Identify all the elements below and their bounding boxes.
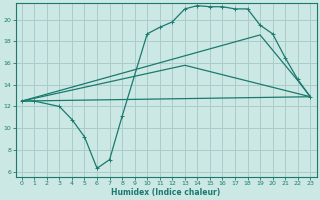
X-axis label: Humidex (Indice chaleur): Humidex (Indice chaleur) xyxy=(111,188,221,197)
